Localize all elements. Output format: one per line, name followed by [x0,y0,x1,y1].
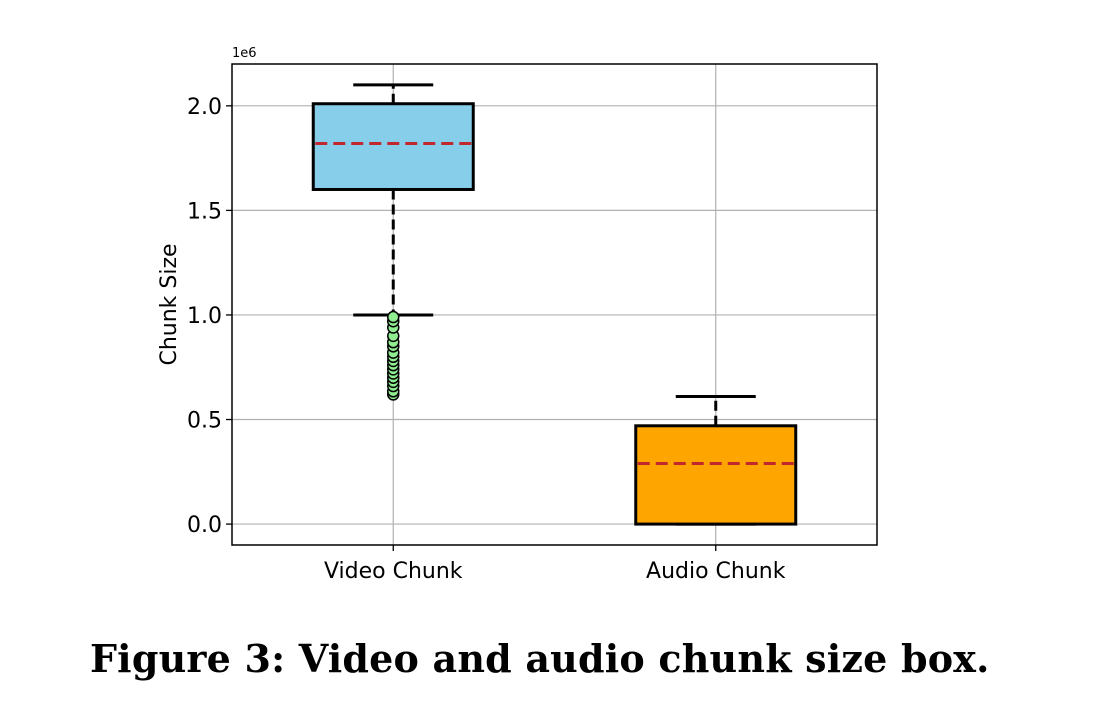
box-plot-series [311,83,798,526]
iqr-box [311,102,475,191]
y-tick-label: 0.5 [187,409,222,434]
y-axis-label: Chunk Size [157,243,182,365]
y-tick-label: 1.5 [187,199,222,224]
box-plot-chart: 0.0 0.5 1.0 1.5 2.0 Video Chunk Audio Chunk 1e… [157,46,878,584]
box-video-chunk [311,83,475,401]
box-audio-chunk [634,395,798,526]
figure-caption: Figure 3: Video and audio chunk size box… [90,636,990,681]
y-tick-label: 0.0 [187,513,222,538]
iqr-box [634,424,798,526]
x-tick-label: Audio Chunk [646,559,786,584]
y-tick-label: 1.0 [187,304,222,329]
plot-frame [231,63,878,546]
outlier-point [387,310,400,324]
x-tick-label: Video Chunk [324,559,463,584]
y-tick-label: 2.0 [187,95,222,120]
axis-ticks: 0.0 0.5 1.0 1.5 2.0 Video Chunk Audio Chunk [187,95,786,584]
y-axis-offset-label: 1e6 [232,46,257,61]
